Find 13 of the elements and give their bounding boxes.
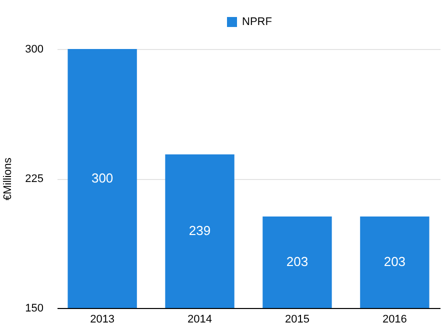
y-tick-label: 225 [25, 173, 44, 185]
x-tick-label: 2015 [284, 314, 310, 326]
y-axis-title: €Millions [2, 157, 14, 200]
legend-label: NPRF [242, 16, 272, 28]
y-tick-label: 300 [25, 44, 44, 56]
x-tick-label: 2014 [188, 314, 212, 326]
data-label: 203 [384, 254, 406, 270]
data-label: 239 [188, 223, 211, 238]
y-tick-label: 150 [25, 302, 44, 314]
data-label: 203 [286, 254, 308, 270]
x-tick-label: 2016 [382, 314, 407, 326]
x-tick-label: 2013 [90, 314, 115, 326]
data-label: 300 [91, 170, 114, 186]
